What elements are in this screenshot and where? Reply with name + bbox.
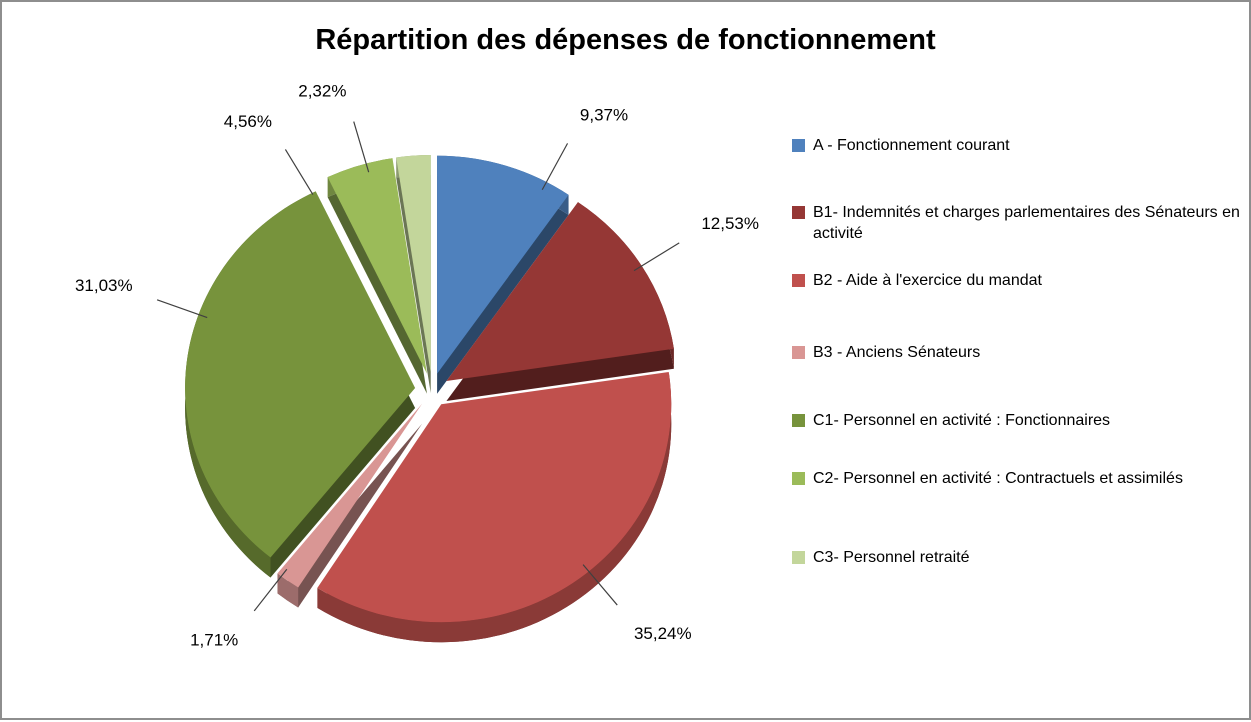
pie-slice: [317, 371, 672, 623]
slice-percentage-label: 31,03%: [75, 276, 133, 295]
label-leader-line: [156, 299, 208, 319]
chart-title: Répartition des dépenses de fonctionneme…: [315, 24, 936, 56]
pie-slice-wall: [317, 371, 672, 643]
legend-item-label: C3- Personnel retraité: [813, 549, 970, 566]
slice-labels-layer: 9,37% 12,53% 35,24% 1,71% 31,03% 4,56% 2,32%: [75, 82, 759, 650]
pie-slice: [277, 403, 423, 588]
legend-color-swatch-icon: [792, 274, 805, 287]
legend-color-swatch-icon: [792, 346, 805, 359]
chart-legend: A - Fonctionnement courant B1- Indemnités…: [792, 135, 1244, 695]
legend-item-label: A - Fonctionnement courant: [813, 137, 1010, 154]
legend-item: B3 - Anciens Sénateurs: [792, 342, 1244, 363]
slice-percentage-label: 12,53%: [701, 214, 759, 233]
legend-item: A - Fonctionnement courant: [792, 135, 1244, 156]
legend-color-swatch-icon: [792, 139, 805, 152]
legend-color-swatch-icon: [792, 414, 805, 427]
legend-item-label: C2- Personnel en activité : Contractuels…: [813, 470, 1183, 487]
pie-slice: [446, 202, 674, 382]
legend-color-swatch-icon: [792, 472, 805, 485]
legend-item: B1- Indemnités et charges parlementaires…: [792, 202, 1244, 244]
slice-percentage-label: 35,24%: [634, 624, 692, 643]
pie-slice: [396, 155, 431, 374]
legend-color-swatch-icon: [792, 206, 805, 219]
slice-percentage-label: 2,32%: [298, 82, 346, 101]
label-leader-line: [582, 564, 618, 606]
label-leader-line: [541, 143, 569, 191]
legend-item-label: B1- Indemnités et charges parlementaires…: [813, 204, 1240, 243]
legend-item: C2- Personnel en activité : Contractuels…: [792, 468, 1244, 489]
legend-item-label: C1- Personnel en activité : Fonctionnair…: [813, 412, 1111, 429]
legend-item: C3- Personnel retraité: [792, 547, 1244, 568]
legend-item: C1- Personnel en activité : Fonctionnair…: [792, 410, 1244, 431]
slice-percentage-label: 9,37%: [580, 106, 628, 125]
pie-slice: [185, 191, 416, 558]
legend-item-label: B3 - Anciens Sénateurs: [813, 344, 981, 361]
legend-item: B2 - Aide à l'exercice du mandat: [792, 270, 1244, 291]
legend-color-swatch-icon: [792, 551, 805, 564]
pie-slice-side: [327, 178, 427, 394]
label-leader-line: [284, 149, 314, 195]
pie-slices-layer: [185, 155, 674, 623]
label-leader-line: [253, 568, 288, 612]
pie-slice: [327, 158, 427, 374]
pie-slice-wall: [277, 573, 299, 608]
label-leader-line: [353, 121, 370, 173]
legend-item-label: B2 - Aide à l'exercice du mandat: [813, 272, 1042, 289]
slice-percentage-label: 4,56%: [224, 112, 272, 131]
label-leader-line: [633, 242, 680, 272]
slice-percentage-label: 1,71%: [190, 630, 238, 649]
pie-slice: [437, 155, 569, 374]
